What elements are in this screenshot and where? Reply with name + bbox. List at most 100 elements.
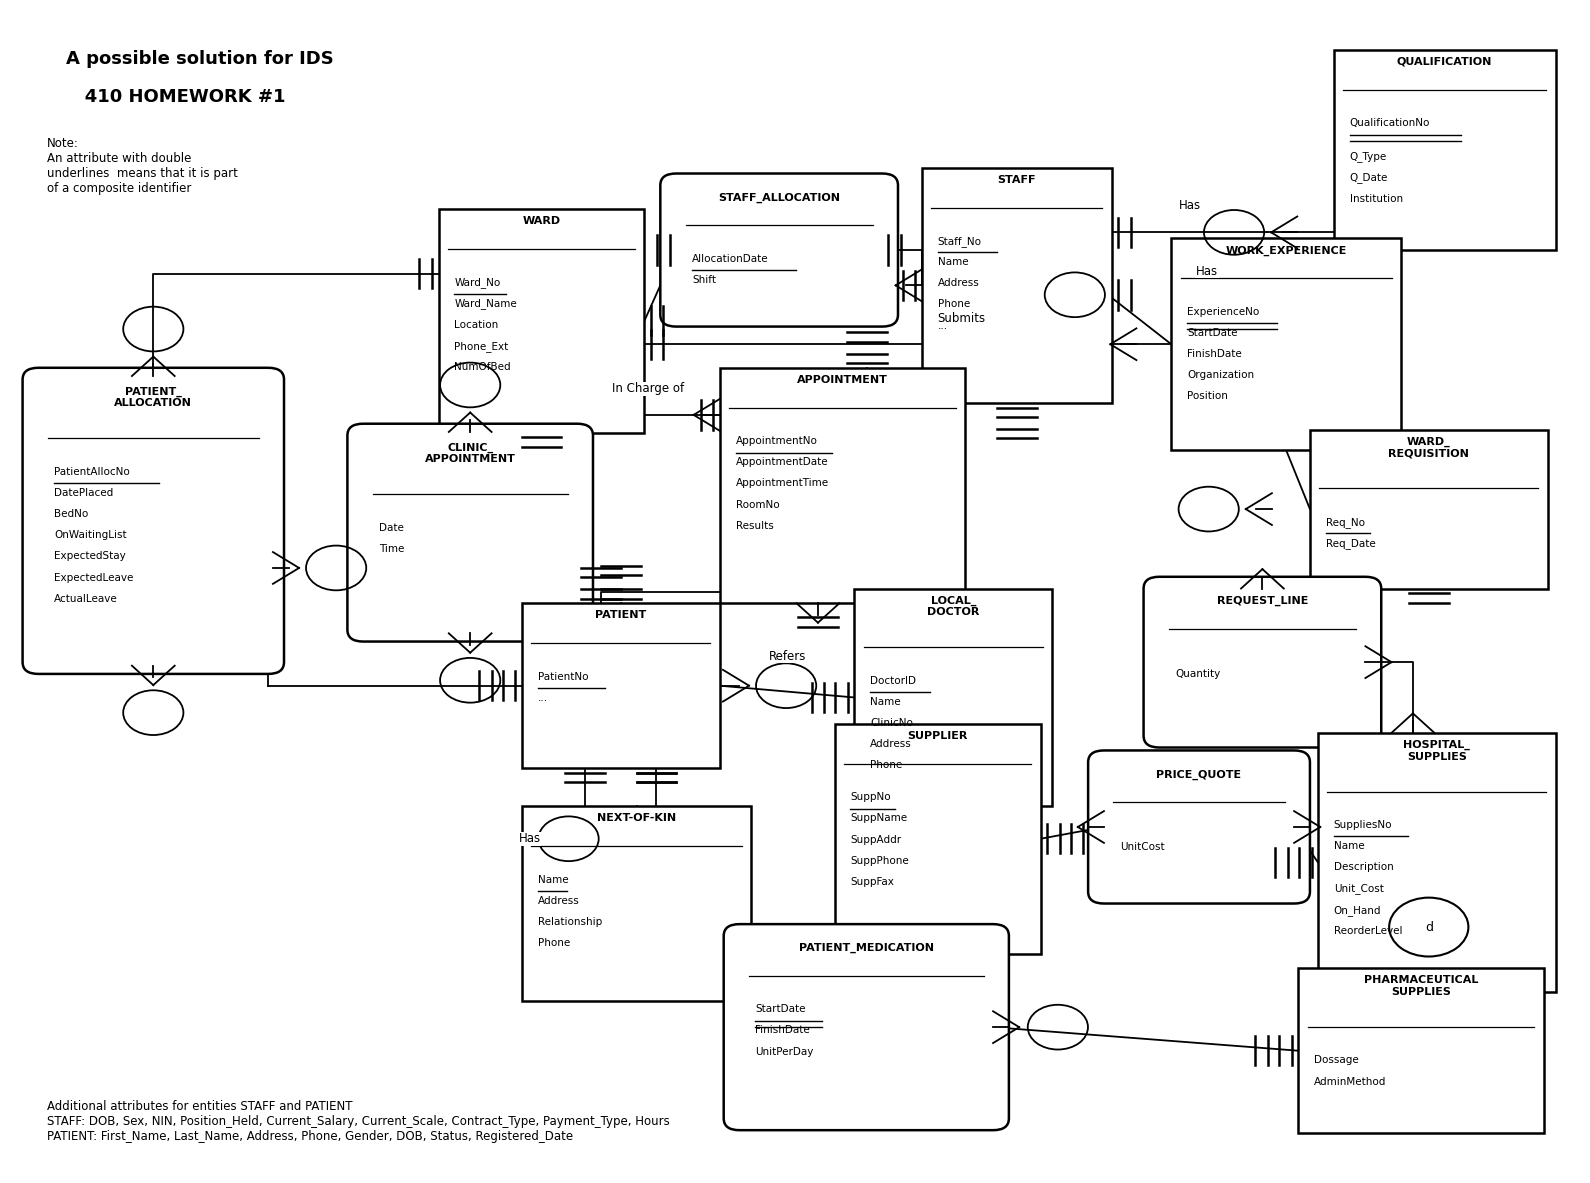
- Text: UnitCost: UnitCost: [1119, 842, 1164, 852]
- Text: SuppName: SuppName: [851, 814, 908, 823]
- FancyBboxPatch shape: [22, 368, 285, 674]
- Bar: [1334, 50, 1555, 250]
- Text: ActualLeave: ActualLeave: [54, 594, 118, 603]
- Text: Has: Has: [1196, 265, 1218, 278]
- Text: Unit_Cost: Unit_Cost: [1334, 884, 1383, 894]
- Text: Relationship: Relationship: [537, 917, 601, 927]
- Bar: [922, 168, 1111, 403]
- Text: BedNo: BedNo: [54, 509, 89, 519]
- Text: Results: Results: [736, 521, 773, 531]
- Text: AllocationDate: AllocationDate: [692, 253, 768, 264]
- Text: Address: Address: [537, 896, 579, 906]
- Text: Name: Name: [870, 697, 902, 707]
- Text: ...: ...: [537, 693, 547, 703]
- Text: Phone: Phone: [938, 299, 970, 310]
- Text: WORK_EXPERIENCE: WORK_EXPERIENCE: [1226, 245, 1347, 256]
- Text: Phone_Ext: Phone_Ext: [455, 341, 509, 351]
- Text: NEXT-OF-KIN: NEXT-OF-KIN: [596, 814, 676, 823]
- Text: UnitPerDay: UnitPerDay: [755, 1047, 814, 1056]
- FancyBboxPatch shape: [723, 924, 1010, 1130]
- Text: ReorderLevel: ReorderLevel: [1334, 926, 1402, 936]
- Text: Location: Location: [455, 319, 499, 330]
- Text: In Charge of: In Charge of: [612, 382, 685, 395]
- Bar: [1318, 732, 1555, 991]
- Text: Organization: Organization: [1188, 370, 1255, 380]
- Text: SUPPLIER: SUPPLIER: [908, 731, 968, 741]
- Text: REQUEST_LINE: REQUEST_LINE: [1216, 595, 1309, 606]
- Text: Req_No: Req_No: [1326, 517, 1364, 528]
- Text: AdminMethod: AdminMethod: [1313, 1077, 1386, 1087]
- Bar: [854, 589, 1053, 807]
- Text: StartDate: StartDate: [1188, 328, 1237, 338]
- Text: DatePlaced: DatePlaced: [54, 487, 113, 498]
- Text: Address: Address: [870, 739, 913, 749]
- Text: NumOfBed: NumOfBed: [455, 362, 510, 371]
- Bar: [522, 603, 720, 768]
- FancyBboxPatch shape: [1088, 750, 1310, 904]
- Text: SuppFax: SuppFax: [851, 877, 894, 887]
- Text: Q_Date: Q_Date: [1350, 173, 1388, 183]
- Text: PatientAllocNo: PatientAllocNo: [54, 466, 130, 477]
- Bar: [835, 724, 1040, 953]
- Text: Name: Name: [1334, 841, 1364, 851]
- Text: ExpectedStay: ExpectedStay: [54, 551, 126, 562]
- Text: Ward_No: Ward_No: [455, 277, 501, 287]
- Bar: [1310, 429, 1547, 589]
- Text: LOCAL_
DOCTOR: LOCAL_ DOCTOR: [927, 595, 979, 618]
- Text: CLINIC_
APPOINTMENT: CLINIC_ APPOINTMENT: [425, 442, 515, 465]
- Text: OnWaitingList: OnWaitingList: [54, 530, 127, 541]
- Text: On_Hand: On_Hand: [1334, 905, 1382, 916]
- FancyBboxPatch shape: [1143, 577, 1382, 748]
- Text: PRICE_QUOTE: PRICE_QUOTE: [1156, 769, 1242, 780]
- Text: Staff_No: Staff_No: [938, 235, 981, 247]
- Text: Shift: Shift: [692, 274, 716, 285]
- Text: STAFF: STAFF: [997, 175, 1037, 185]
- Text: Has: Has: [1178, 199, 1200, 212]
- Text: StartDate: StartDate: [755, 1004, 806, 1014]
- Text: SuppliesNo: SuppliesNo: [1334, 820, 1393, 830]
- Text: Ward_Name: Ward_Name: [455, 298, 517, 309]
- Text: Phone: Phone: [870, 761, 903, 770]
- Text: Phone: Phone: [537, 938, 569, 949]
- Text: SuppAddr: SuppAddr: [851, 835, 902, 845]
- Text: Refers: Refers: [768, 649, 806, 662]
- Text: RoomNo: RoomNo: [736, 499, 779, 510]
- Text: ExpectedLeave: ExpectedLeave: [54, 573, 134, 583]
- Text: Additional attributes for entities STAFF and PATIENT
STAFF: DOB, Sex, NIN, Posit: Additional attributes for entities STAFF…: [48, 1100, 669, 1143]
- Text: PATIENT_
ALLOCATION: PATIENT_ ALLOCATION: [114, 387, 192, 408]
- Text: PATIENT_MEDICATION: PATIENT_MEDICATION: [798, 943, 933, 953]
- Text: Dossage: Dossage: [1313, 1055, 1359, 1066]
- Text: QUALIFICATION: QUALIFICATION: [1398, 57, 1493, 67]
- Text: AppointmentTime: AppointmentTime: [736, 478, 828, 489]
- Text: Description: Description: [1334, 862, 1393, 872]
- Text: Name: Name: [537, 874, 568, 885]
- Text: DoctorID: DoctorID: [870, 675, 916, 686]
- FancyBboxPatch shape: [347, 424, 593, 641]
- Bar: [522, 807, 752, 1001]
- Text: Name: Name: [938, 257, 968, 267]
- Text: HOSPITAL_
SUPPLIES: HOSPITAL_ SUPPLIES: [1404, 739, 1471, 762]
- Text: Date: Date: [378, 523, 404, 532]
- Text: QualificationNo: QualificationNo: [1350, 118, 1429, 128]
- Bar: [720, 368, 965, 603]
- Text: SuppPhone: SuppPhone: [851, 855, 909, 866]
- Text: Req_Date: Req_Date: [1326, 538, 1375, 549]
- Text: PATIENT: PATIENT: [595, 610, 647, 620]
- Text: Position: Position: [1188, 392, 1227, 401]
- Text: AppointmentNo: AppointmentNo: [736, 437, 817, 446]
- Text: ClinicNo: ClinicNo: [870, 718, 913, 728]
- FancyBboxPatch shape: [660, 174, 898, 327]
- Text: PHARMACEUTICAL
SUPPLIES: PHARMACEUTICAL SUPPLIES: [1364, 975, 1479, 997]
- Text: Address: Address: [938, 278, 979, 289]
- Text: Quantity: Quantity: [1175, 668, 1221, 679]
- Bar: [1297, 968, 1544, 1133]
- Text: FinishDate: FinishDate: [755, 1026, 811, 1035]
- Text: Time: Time: [378, 544, 404, 554]
- Text: WARD_
REQUISITION: WARD_ REQUISITION: [1388, 437, 1469, 459]
- Text: A possible solution for IDS: A possible solution for IDS: [67, 50, 334, 67]
- Text: APPOINTMENT: APPOINTMENT: [797, 375, 887, 384]
- Text: 410 HOMEWORK #1: 410 HOMEWORK #1: [67, 88, 286, 105]
- Text: PatientNo: PatientNo: [537, 672, 588, 681]
- Text: Note:
An attribute with double
underlines  means that it is part
of a composite : Note: An attribute with double underline…: [48, 137, 238, 195]
- Text: d: d: [1425, 920, 1433, 933]
